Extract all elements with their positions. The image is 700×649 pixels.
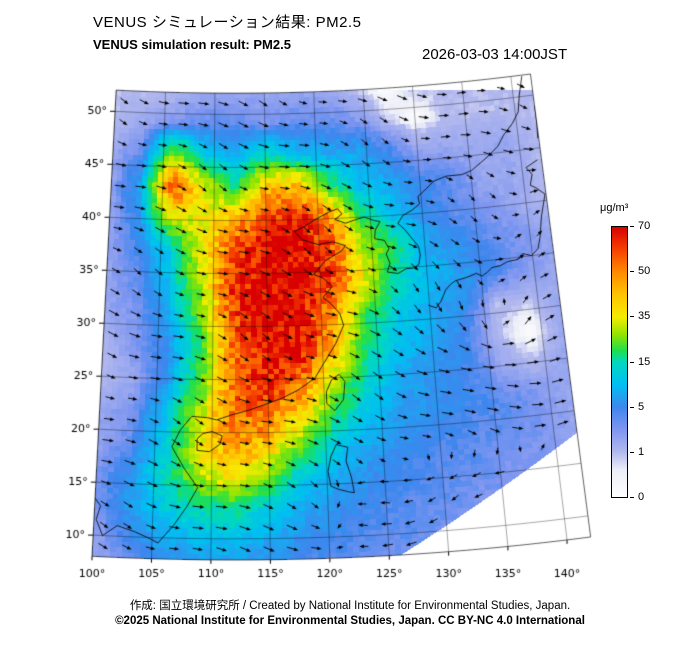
colorbar-tick [630, 362, 634, 363]
colorbar-tick [630, 497, 634, 498]
colorbar-tick-label: 5 [638, 401, 645, 413]
colorbar-tick-label: 70 [638, 220, 651, 232]
colorbar-tick [630, 271, 634, 272]
colorbar-gradient [611, 226, 628, 498]
license-line: ©2025 National Institute for Environment… [115, 615, 585, 627]
colorbar: 70 50 35 15 5 1 0 [611, 220, 691, 503]
colorbar-tick [630, 407, 634, 408]
colorbar-tick [630, 316, 634, 317]
colorbar-tick-label: 35 [638, 310, 651, 322]
colorbar-tick [630, 452, 634, 453]
colorbar-tick-label: 15 [638, 356, 651, 368]
colorbar-unit-label: μg/m³ [600, 202, 629, 214]
colorbar-tick-label: 0 [638, 491, 645, 503]
colorbar-tick-label: 50 [638, 265, 651, 277]
colorbar-tick [630, 226, 634, 227]
credit-line: 作成: 国立環境研究所 / Created by National Instit… [129, 600, 571, 612]
colorbar-tick-label: 1 [638, 446, 645, 458]
